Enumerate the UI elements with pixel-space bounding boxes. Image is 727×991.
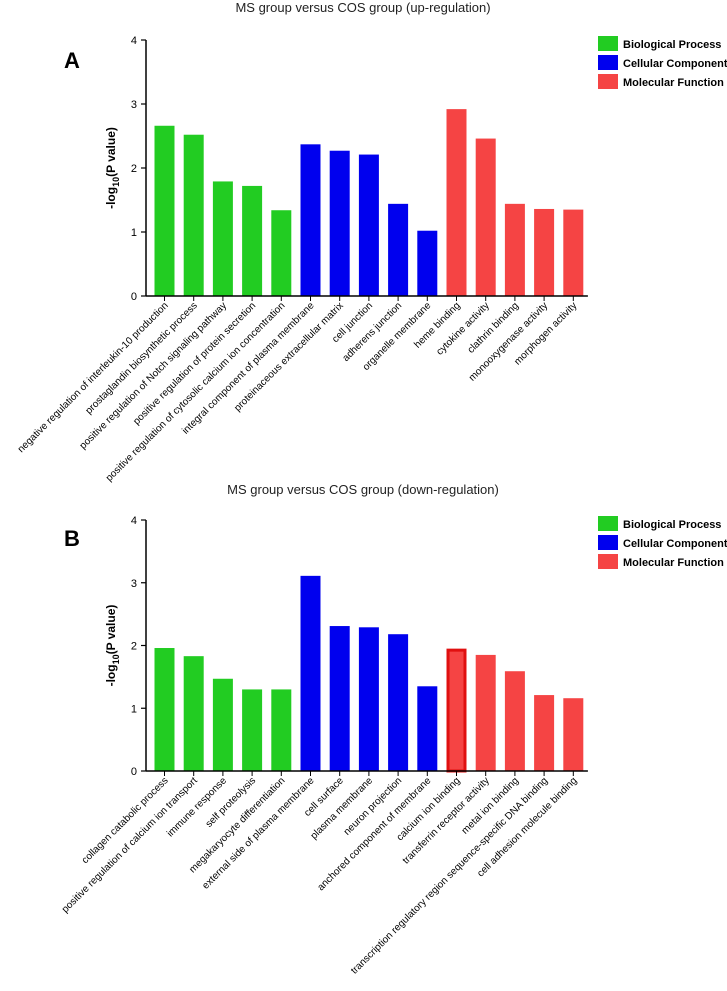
bar: [242, 689, 263, 771]
panel-letter: A: [64, 48, 80, 73]
bar: [475, 138, 496, 296]
y-tick-label: 2: [131, 641, 137, 653]
bar: [358, 154, 379, 296]
bar: [154, 125, 175, 296]
category-label: positive regulation of calcium ion trans…: [60, 775, 200, 915]
bar: [329, 626, 350, 771]
y-tick-label: 4: [131, 35, 137, 47]
legend-swatch: [598, 535, 618, 550]
y-tick-label: 3: [131, 578, 137, 590]
y-axis-label-tail: (P value): [104, 605, 118, 655]
legend-label: Biological Process: [623, 39, 721, 51]
bar: [300, 144, 321, 296]
bar: [475, 654, 496, 771]
legend-label: Biological Process: [623, 519, 721, 531]
bar: [358, 627, 379, 771]
legend-swatch: [598, 554, 618, 569]
bar: [183, 656, 204, 771]
legend-label: Molecular Function: [623, 557, 724, 569]
bar: [504, 671, 525, 771]
legend-swatch: [598, 74, 618, 89]
bar: [534, 695, 555, 771]
bar: [212, 181, 233, 296]
y-tick-label: 1: [131, 227, 137, 239]
bar: [446, 109, 467, 297]
y-tick-label: 4: [131, 515, 137, 527]
bar: [417, 686, 438, 771]
bar: [388, 203, 409, 296]
bar: [534, 208, 555, 296]
bar: [300, 575, 321, 771]
chart-panel-b: MS group versus COS group (down-regulati…: [60, 482, 727, 977]
bar: [183, 134, 204, 296]
bar: [242, 185, 263, 296]
chart-panel-a: MS group versus COS group (up-regulation…: [16, 0, 727, 484]
bar: [271, 210, 292, 296]
legend-label: Molecular Function: [623, 77, 724, 89]
y-tick-label: 0: [131, 766, 137, 778]
y-tick-label: 0: [131, 291, 137, 303]
y-axis-label: -log10(P value): [104, 127, 121, 209]
category-label: proteinaceous extracellular matrix: [232, 300, 346, 414]
panel-letter: B: [64, 526, 80, 551]
bar: [563, 209, 584, 296]
y-tick-label: 2: [131, 163, 137, 175]
bar: [212, 678, 233, 771]
legend-swatch: [598, 55, 618, 70]
legend-label: Cellular Component: [623, 58, 727, 70]
y-axis-label-subscript: 10: [111, 177, 121, 187]
y-axis-label-main: -log: [104, 664, 118, 686]
bar: [563, 698, 584, 771]
legend-label: Cellular Component: [623, 538, 727, 550]
y-axis-label-subscript: 10: [111, 654, 121, 664]
bar: [446, 648, 467, 773]
category-label: clathrin binding: [466, 300, 521, 355]
bar: [417, 230, 438, 296]
y-tick-label: 1: [131, 703, 137, 715]
bar: [388, 634, 409, 771]
legend-swatch: [598, 36, 618, 51]
y-tick-label: 3: [131, 99, 137, 111]
legend-swatch: [598, 516, 618, 531]
y-axis-label-main: -log: [104, 187, 118, 209]
chart-title: MS group versus COS group (down-regulati…: [227, 482, 499, 497]
bar: [271, 689, 292, 771]
bar: [504, 203, 525, 296]
chart-title: MS group versus COS group (up-regulation…: [235, 0, 490, 15]
y-axis-label-tail: (P value): [104, 127, 118, 177]
bar: [154, 648, 175, 771]
y-axis-label: -log10(P value): [104, 605, 121, 687]
bar: [329, 150, 350, 296]
